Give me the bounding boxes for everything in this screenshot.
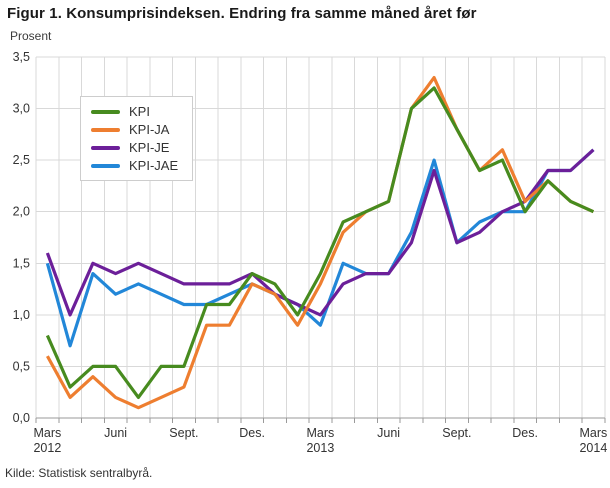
y-tick-label: 3,0 <box>13 102 30 116</box>
chart-title: Figur 1. Konsumprisindeksen. Endring fra… <box>7 5 477 22</box>
y-tick-label: 2,0 <box>13 205 30 219</box>
legend-item-kpi-je[interactable]: KPI-JE <box>91 140 178 155</box>
legend-swatch-kpi <box>91 109 120 114</box>
y-tick-label: 1,0 <box>13 308 30 322</box>
source-caption: Kilde: Statistisk sentralbyrå. <box>5 466 153 480</box>
legend-item-kpi-jae[interactable]: KPI-JAE <box>91 158 178 173</box>
legend-item-kpi[interactable]: KPI <box>91 104 178 119</box>
legend-label-kpi-je: KPI-JE <box>129 140 170 155</box>
y-tick-label: 3,5 <box>13 50 30 64</box>
y-tick-label: 2,5 <box>13 153 30 167</box>
x-tick-year-label: 2014 <box>579 441 607 455</box>
x-tick-label: Mars <box>33 426 61 440</box>
series-line-kpi[interactable] <box>45 86 595 399</box>
x-tick-label: Des. <box>512 426 538 440</box>
series-line-kpi-je[interactable] <box>45 148 595 317</box>
x-tick-label: Des. <box>239 426 265 440</box>
x-tick-label: Sept. <box>169 426 198 440</box>
x-tick-label: Mars <box>306 426 334 440</box>
x-tick-label: Sept. <box>442 426 471 440</box>
x-tick-label: Mars <box>579 426 607 440</box>
x-tick-year-label: 2013 <box>306 441 334 455</box>
y-axis-unit-label: Prosent <box>10 29 52 43</box>
x-tick-label: Juni <box>104 426 127 440</box>
legend-item-kpi-ja[interactable]: KPI-JA <box>91 122 178 137</box>
legend-label-kpi: KPI <box>129 104 150 119</box>
legend-swatch-kpi-ja <box>91 127 120 132</box>
y-tick-label: 1,5 <box>13 256 30 270</box>
y-tick-label: 0,0 <box>13 411 30 425</box>
series-line-kpi-ja[interactable] <box>45 75 595 410</box>
legend-swatch-kpi-jae <box>91 163 120 168</box>
x-tick-label: Juni <box>377 426 400 440</box>
legend-swatch-kpi-je <box>91 145 120 150</box>
legend-label-kpi-ja: KPI-JA <box>129 122 170 137</box>
x-tick-year-label: 2012 <box>33 441 61 455</box>
y-tick-label: 0,5 <box>13 359 30 373</box>
legend: KPI KPI-JA KPI-JE KPI-JAE <box>80 96 194 181</box>
legend-label-kpi-jae: KPI-JAE <box>129 158 179 173</box>
